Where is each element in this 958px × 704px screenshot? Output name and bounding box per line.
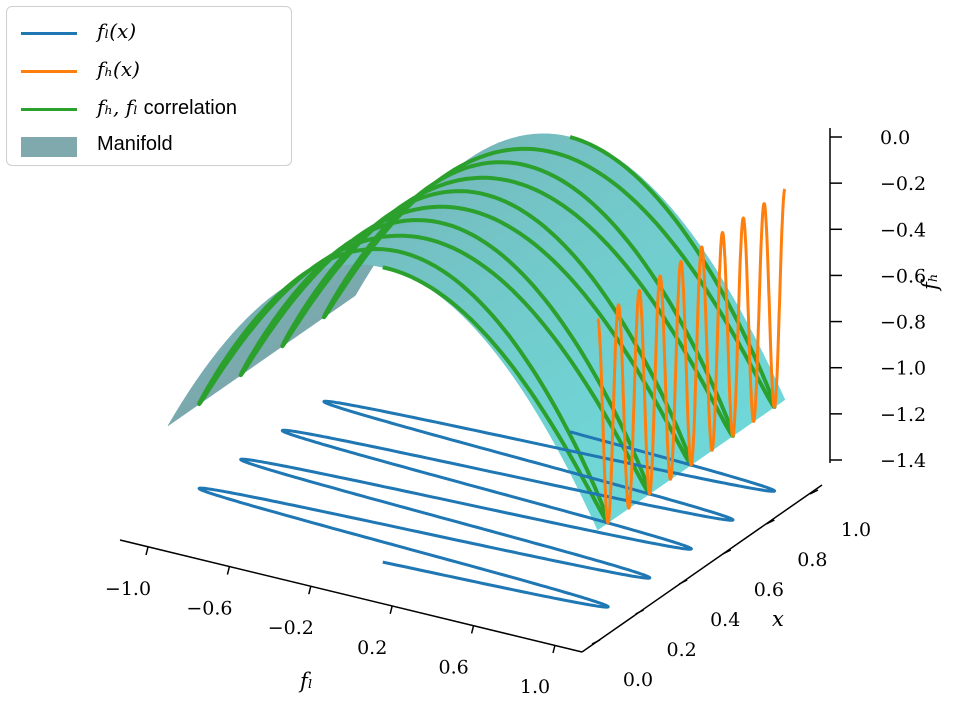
tick-label: −1.2: [880, 404, 926, 426]
tick-mark: [470, 625, 475, 634]
legend-item-manifold: Manifold: [7, 129, 291, 165]
legend-item-fl: fₗ(x): [7, 15, 291, 51]
tick-label: 0.0: [623, 669, 653, 691]
tick-mark: [722, 549, 732, 555]
tick-label: −0.4: [880, 219, 926, 241]
x-axis-ticks: −1.0 −0.6 −0.2 0.2 0.6 1.0: [105, 546, 556, 698]
y-axis-line: [581, 484, 823, 653]
tick-label: 0.6: [754, 579, 784, 601]
series-fh: [596, 188, 787, 525]
tick-label: 0.4: [710, 609, 740, 631]
tick-label: 0.8: [797, 549, 827, 571]
legend-item-fh: fₕ(x): [7, 53, 291, 89]
y-axis-label: x: [772, 607, 784, 631]
legend-swatch-fh: [21, 70, 77, 73]
tick-mark: [552, 644, 556, 654]
legend-swatch-correlation: [21, 108, 77, 111]
series-fl: [197, 399, 777, 609]
tick-mark: [678, 579, 688, 585]
legend-label-fl: fₗ(x): [97, 19, 137, 43]
tick-mark: [226, 566, 231, 575]
tick-label: 0.6: [438, 656, 468, 678]
legend-label-fh: fₕ(x): [97, 57, 140, 81]
tick-label: 0.0: [880, 127, 910, 149]
z-axis-label: fₕ: [918, 273, 942, 292]
tick-label: −1.4: [880, 450, 926, 472]
series-line-fh: [596, 188, 787, 525]
tick-mark: [145, 546, 149, 556]
tick-mark: [766, 519, 775, 525]
z-axis-ticks: 0.0 −0.2 −0.4 −0.6 −0.8 −1.0 −1.2 −1.4: [830, 127, 926, 472]
x-axis-line: [119, 539, 583, 653]
tick-mark: [591, 639, 601, 645]
tick-label: −0.6: [186, 598, 232, 620]
tick-mark: [809, 489, 819, 495]
x-axis-label: fₗ: [298, 669, 313, 693]
tick-label: −1.0: [105, 578, 151, 600]
tick-label: −0.2: [880, 173, 926, 195]
tick-label: 1.0: [520, 676, 550, 698]
legend-swatch-manifold: [21, 137, 77, 157]
tick-mark: [389, 605, 393, 614]
tick-label: −0.8: [880, 312, 926, 334]
y-axis-ticks: 0.0 0.2 0.4 0.6 0.8 1.0: [591, 489, 871, 691]
tick-label: 1.0: [841, 519, 871, 541]
legend-label-manifold: Manifold: [97, 133, 173, 155]
tick-label: −0.2: [268, 617, 314, 639]
legend-item-correlation: fₕ, fₗ correlation: [7, 91, 291, 127]
legend-label-correlation: fₕ, fₗ correlation: [97, 95, 237, 119]
tick-mark: [635, 609, 644, 615]
legend-swatch-fl: [21, 32, 77, 35]
tick-label: 0.2: [357, 637, 387, 659]
tick-label: −1.0: [880, 358, 926, 380]
tick-label: −0.6: [880, 265, 926, 287]
series-line-fl: [197, 399, 777, 609]
legend: fₗ(x) fₕ(x) fₕ, fₗ correlation Manifold: [6, 6, 292, 166]
tick-label: 0.2: [666, 639, 696, 661]
tick-mark: [308, 586, 312, 595]
